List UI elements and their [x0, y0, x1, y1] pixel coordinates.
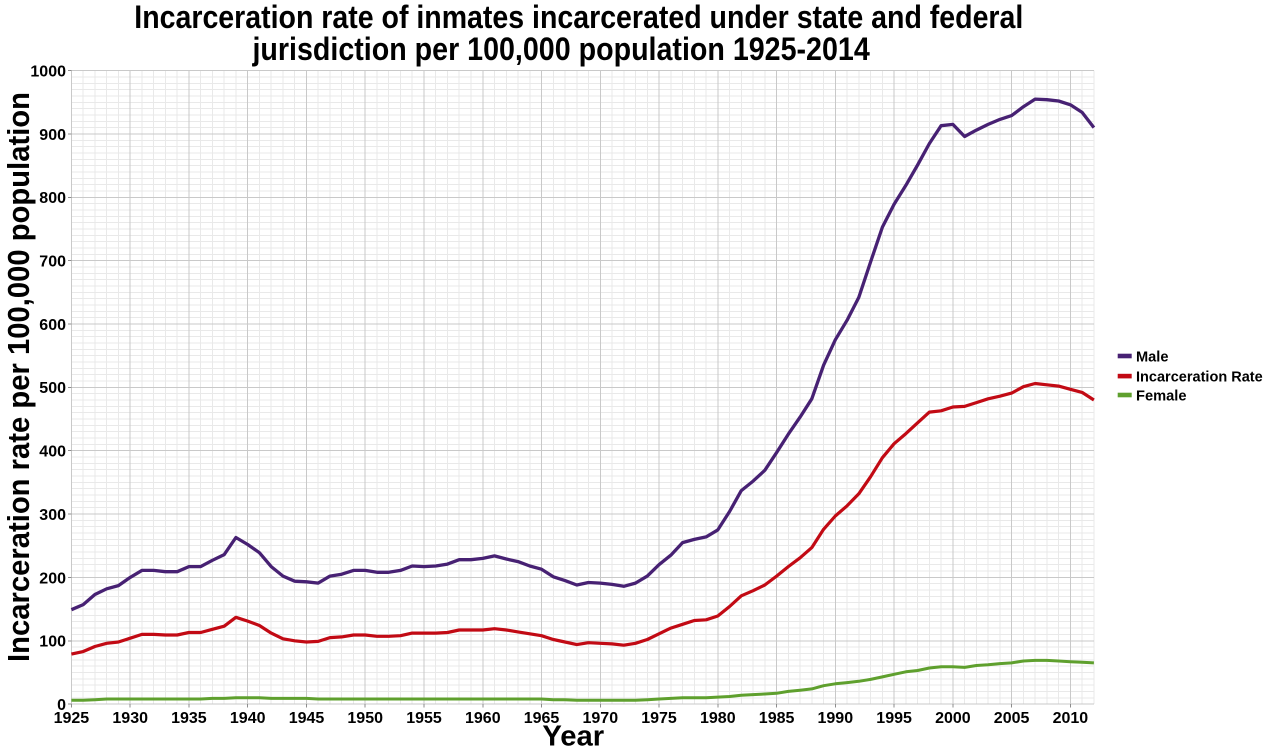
svg-text:Incarceration rate per 100,000: Incarceration rate per 100,000 populatio… — [1, 92, 36, 662]
svg-text:1975: 1975 — [641, 710, 677, 727]
svg-text:1985: 1985 — [759, 710, 795, 727]
svg-text:1950: 1950 — [347, 710, 383, 727]
svg-text:1980: 1980 — [700, 710, 736, 727]
svg-text:Female: Female — [1136, 388, 1187, 404]
svg-text:200: 200 — [39, 570, 66, 587]
svg-text:1970: 1970 — [583, 710, 619, 727]
svg-text:1940: 1940 — [230, 710, 266, 727]
svg-text:1960: 1960 — [465, 710, 501, 727]
svg-text:800: 800 — [39, 190, 66, 207]
svg-text:900: 900 — [39, 127, 66, 144]
svg-text:0: 0 — [57, 697, 66, 714]
svg-text:1935: 1935 — [171, 710, 207, 727]
svg-text:1955: 1955 — [406, 710, 442, 727]
svg-text:400: 400 — [39, 444, 66, 461]
svg-text:1990: 1990 — [818, 710, 854, 727]
svg-text:Male: Male — [1136, 349, 1169, 365]
svg-text:jurisdiction per 100,000 popul: jurisdiction per 100,000 population 1925… — [252, 31, 870, 67]
svg-text:1965: 1965 — [524, 710, 560, 727]
svg-text:Incarceration rate of inmates: Incarceration rate of inmates incarcerat… — [134, 0, 1023, 35]
svg-text:Year: Year — [542, 720, 604, 748]
svg-text:1945: 1945 — [289, 710, 325, 727]
svg-text:2010: 2010 — [1053, 710, 1089, 727]
svg-text:2005: 2005 — [994, 710, 1030, 727]
svg-text:1000: 1000 — [30, 64, 66, 81]
svg-text:700: 700 — [39, 254, 66, 271]
svg-text:Incarceration Rate: Incarceration Rate — [1136, 370, 1263, 386]
svg-text:600: 600 — [39, 317, 66, 334]
svg-text:1925: 1925 — [54, 710, 90, 727]
svg-text:300: 300 — [39, 507, 66, 524]
svg-text:100: 100 — [39, 634, 66, 651]
svg-text:2000: 2000 — [935, 710, 971, 727]
svg-text:1995: 1995 — [876, 710, 912, 727]
svg-text:500: 500 — [39, 380, 66, 397]
svg-text:1930: 1930 — [112, 710, 148, 727]
